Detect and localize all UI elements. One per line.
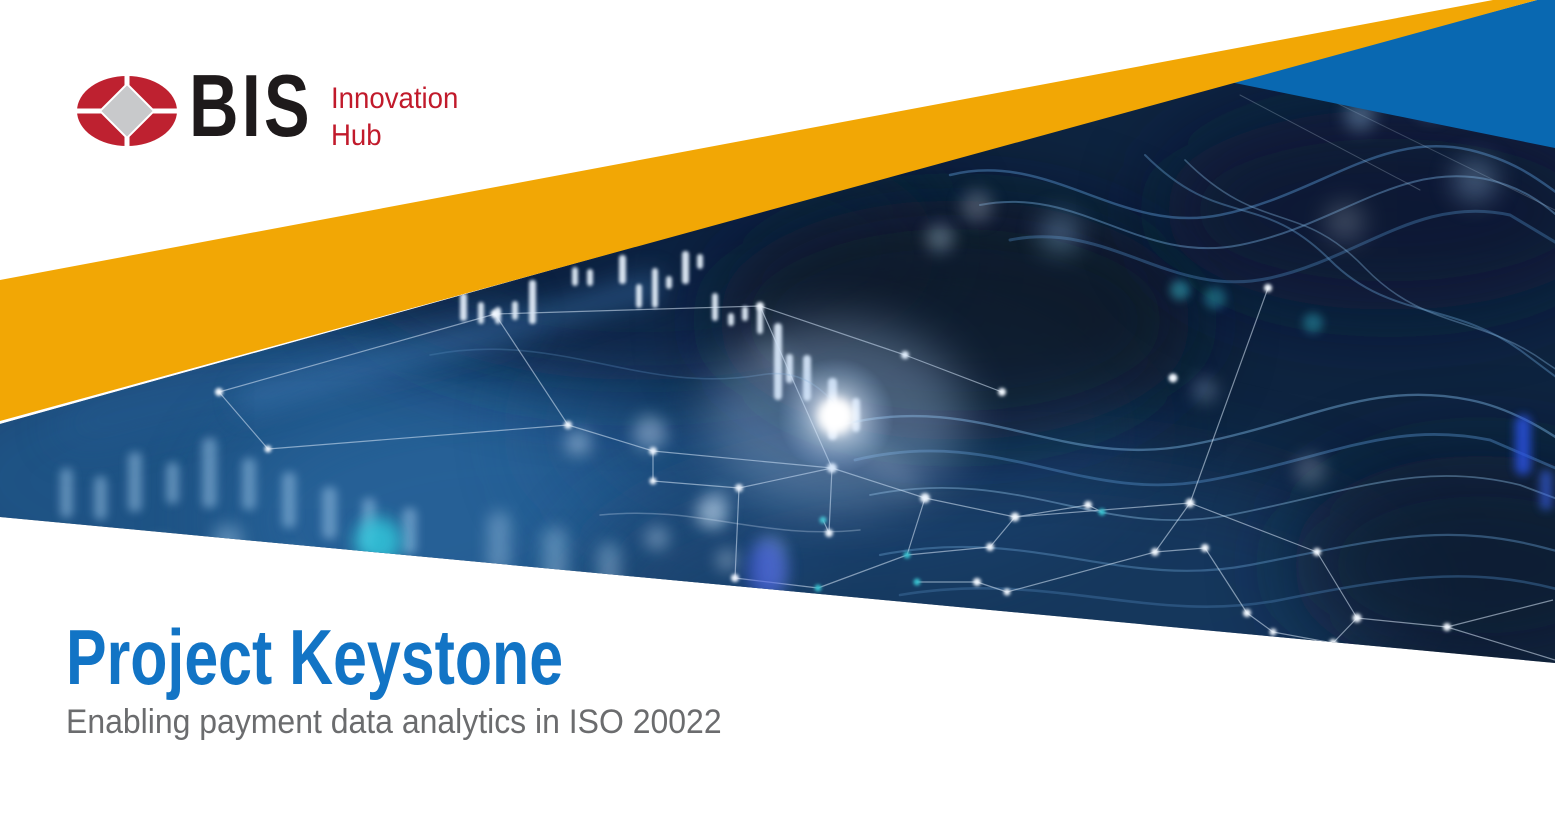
- teal-glow: [354, 517, 402, 565]
- bis-wordmark: BIS: [189, 56, 313, 155]
- bokeh-dots: [565, 82, 1497, 571]
- plexus-nodes: [215, 284, 1451, 647]
- bis-innovation-hub-logo: BIS Innovation Hub: [0, 0, 600, 180]
- bis-logo-mark-icon: [76, 75, 178, 147]
- blue-corner-triangle: [1230, 0, 1555, 148]
- slide-title: Project Keystone: [66, 613, 564, 701]
- slide-subtitle: Enabling payment data analytics in ISO 2…: [66, 703, 722, 741]
- innovation-hub-label: Innovation Hub: [331, 82, 459, 152]
- wave-lines: [429, 84, 1555, 608]
- light-glare: [706, 321, 966, 511]
- yellow-diagonal-band: [0, 0, 1537, 421]
